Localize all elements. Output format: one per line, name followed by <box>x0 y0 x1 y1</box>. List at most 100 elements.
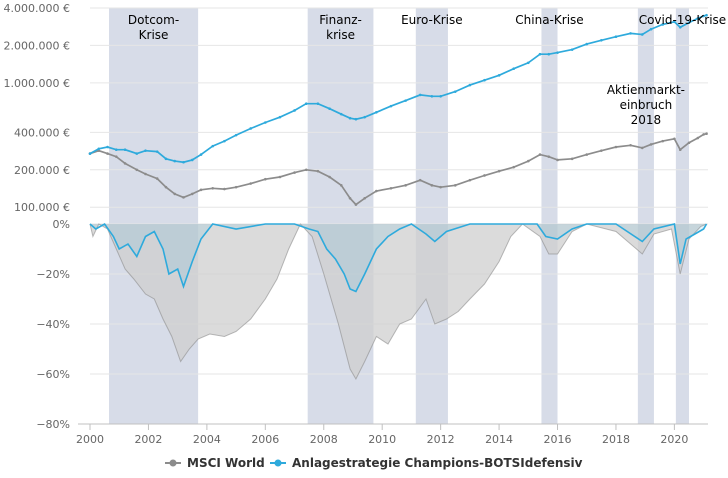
data-point-champions <box>629 32 632 35</box>
data-point-msci <box>155 177 159 180</box>
data-point-champions <box>190 158 194 162</box>
x-tick-label: 2002 <box>134 433 162 446</box>
data-point-msci <box>629 143 632 147</box>
data-point-champions <box>640 33 644 36</box>
data-point-msci <box>661 139 665 143</box>
crisis-label-0: Dotcom-Krise <box>128 13 179 42</box>
crisis-bands <box>108 8 690 424</box>
x-tick-label: 2018 <box>602 433 630 446</box>
data-point-champions <box>649 27 653 31</box>
data-point-msci <box>453 184 457 187</box>
x-tick-label: 2014 <box>485 433 513 446</box>
x-tick-label: 2020 <box>660 433 688 446</box>
data-point-champions <box>375 110 378 114</box>
data-point-msci <box>673 137 676 141</box>
top-y-tick-label: 4.000.000 € <box>4 2 70 15</box>
data-point-msci <box>696 136 700 140</box>
data-point-msci <box>234 185 238 189</box>
legend[interactable]: MSCI World Anlagestrategie Champions-BOTS… <box>165 456 583 470</box>
crisis-label-4: Aktienmarkt-einbruch 2018 <box>607 83 685 127</box>
data-point-msci <box>705 132 708 136</box>
data-point-msci <box>468 178 472 182</box>
data-point-champions <box>526 61 530 65</box>
data-point-champions <box>114 148 118 152</box>
data-point-champions <box>404 99 407 102</box>
data-point-msci <box>182 196 185 199</box>
data-point-msci <box>389 186 393 190</box>
data-point-champions <box>702 14 705 18</box>
data-point-champions <box>155 150 159 153</box>
data-point-champions <box>164 157 168 161</box>
data-point-msci <box>316 169 320 173</box>
data-point-champions <box>570 48 574 51</box>
x-tick-label: 2016 <box>544 433 572 446</box>
x-tick-label: 2004 <box>193 433 221 446</box>
data-point-msci <box>649 143 653 146</box>
crisis-label-5: Covid-19-Krise <box>639 13 726 27</box>
data-point-champions <box>97 147 101 151</box>
drawdown-area-champions <box>90 224 707 292</box>
data-point-champions <box>123 148 127 152</box>
data-point-msci <box>278 175 282 179</box>
data-point-champions <box>538 52 542 56</box>
crisis-band-0 <box>108 8 199 424</box>
data-point-champions <box>661 23 665 26</box>
legend-marker-1 <box>274 459 282 467</box>
data-point-champions <box>144 149 147 152</box>
top-y-tick-label: 2.000.000 € <box>4 39 70 52</box>
legend-item-1[interactable]: Anlagestrategie Champions-BOTSIdefensiv <box>292 456 583 470</box>
data-point-msci <box>293 171 296 174</box>
data-point-msci <box>199 188 203 192</box>
data-point-msci <box>547 155 551 158</box>
data-point-champions <box>418 93 422 97</box>
data-point-champions <box>88 152 92 155</box>
data-point-champions <box>497 74 501 77</box>
data-point-msci <box>585 153 589 156</box>
data-point-champions <box>439 94 442 98</box>
data-point-msci <box>211 186 215 190</box>
legend-marker-0 <box>169 459 177 467</box>
data-point-msci <box>304 168 308 172</box>
data-point-champions <box>614 35 618 39</box>
data-point-msci <box>600 149 603 152</box>
data-point-msci <box>404 184 407 187</box>
data-point-champions <box>678 25 682 29</box>
data-point-msci <box>144 172 147 176</box>
data-point-champions <box>249 127 253 130</box>
crisis-label-3: China-Krise <box>515 13 583 27</box>
axes: 100.000 € 200.000 € 400.000 € 1.000.000 € 2.… <box>4 2 708 446</box>
data-point-msci <box>173 192 177 196</box>
legend-item-0[interactable]: MSCI World <box>187 456 265 470</box>
data-point-msci <box>348 196 352 200</box>
data-point-msci <box>354 203 358 206</box>
data-point-msci <box>483 174 486 177</box>
dd-y-tick-label: 0% <box>53 218 70 231</box>
data-point-champions <box>135 152 139 155</box>
data-point-msci <box>570 157 574 161</box>
drawdown-line-msci <box>89 223 707 381</box>
data-point-msci <box>123 162 127 165</box>
data-point-champions <box>348 116 352 120</box>
data-point-champions <box>106 145 109 149</box>
data-point-champions <box>223 139 226 143</box>
drawdown-areas <box>90 224 707 379</box>
top-y-tick-label: 400.000 € <box>14 126 70 139</box>
crisis-label-1: Finanz-krise <box>319 13 362 42</box>
x-tick-label: 2008 <box>310 433 338 446</box>
crisis-band-4 <box>637 8 654 424</box>
data-point-msci <box>640 146 644 150</box>
data-point-champions <box>173 159 177 163</box>
data-point-msci <box>375 189 378 193</box>
data-point-champions <box>705 13 708 17</box>
data-point-msci <box>497 169 501 173</box>
data-point-msci <box>687 141 691 145</box>
dd-y-tick-label: −80% <box>36 418 70 431</box>
data-point-champions <box>363 115 366 119</box>
series-line-msci <box>89 132 707 206</box>
x-tick-label: 2010 <box>368 433 396 446</box>
data-point-champions <box>199 153 203 156</box>
data-point-msci <box>106 152 109 155</box>
crisis-band-3 <box>541 8 558 424</box>
drawdown-line-champions <box>89 222 708 293</box>
